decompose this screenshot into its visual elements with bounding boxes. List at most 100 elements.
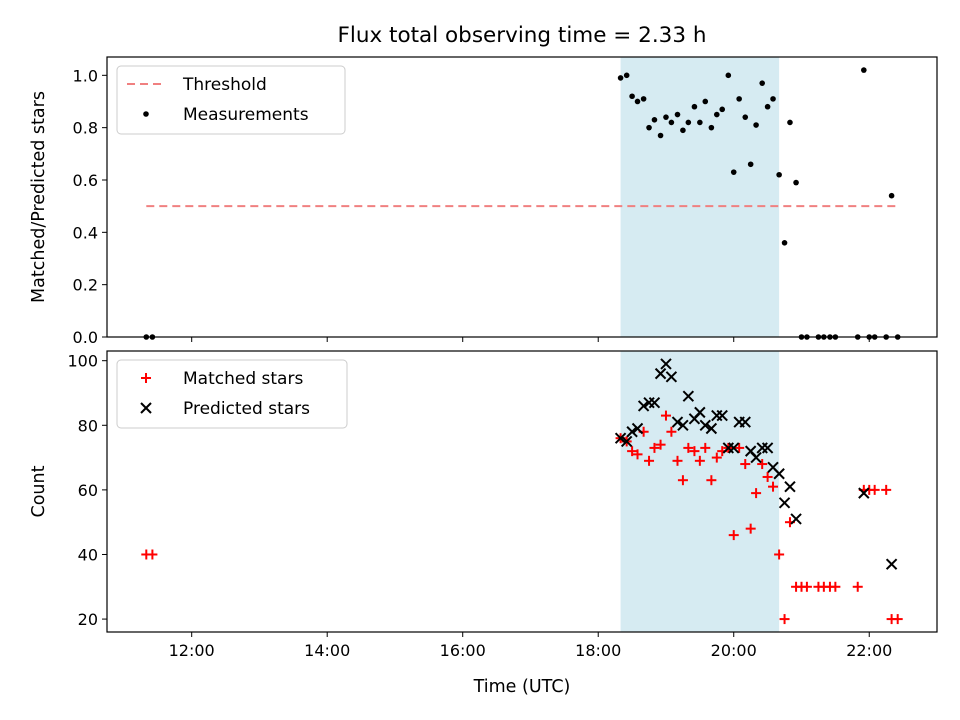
panel0-y-tick-label: 0.2 <box>73 276 98 295</box>
panel1-legend-swatch <box>141 373 151 383</box>
panel1-matched-stars-point <box>672 455 683 466</box>
panel1-matched-stars-point <box>830 581 841 592</box>
panel1-legend-label: Predicted stars <box>183 399 310 419</box>
panel1-matched-stars-point <box>801 581 812 592</box>
panel1-matched-stars-point <box>774 549 785 560</box>
panel0-measurements-point <box>646 124 652 131</box>
panel1-predicted-stars-point <box>761 442 774 454</box>
x-axis-label: Time (UTC) <box>473 677 571 697</box>
panel1-y-tick-label: 100 <box>67 352 98 371</box>
panel1-matched-stars-point <box>700 442 711 453</box>
panel0-measurements-point <box>697 119 703 126</box>
panel1-matched-stars-point <box>655 439 666 450</box>
panel1-legend-box <box>116 359 348 429</box>
panel1-predicted-stars-point <box>699 419 711 431</box>
panel0-measurements-point <box>776 171 782 178</box>
panel0-y-tick-label: 0.8 <box>73 119 98 138</box>
panel1-matched-stars-point <box>728 530 739 541</box>
panel1-matched-stars-point <box>711 452 722 463</box>
panel1-matched-stars-point <box>632 449 643 460</box>
panel1-matched-stars-point <box>666 426 677 437</box>
panel0-measurements-point <box>674 111 681 118</box>
panel0-measurements-point <box>787 119 793 126</box>
panel1-matched-stars-point <box>627 446 638 457</box>
panel1-matched-stars-point <box>649 442 660 453</box>
panel1-y-tick-label: 20 <box>78 610 98 629</box>
panel1-predicted-stars-point <box>682 390 695 402</box>
panel1-matched-stars-point <box>779 614 790 625</box>
panel0-measurements-point <box>617 75 624 81</box>
x-tick-label: 14:00 <box>304 641 350 660</box>
panel-ratio: 0.0 0.2 0.4 0.6 0.8 1.0 Matched/Predicted star… <box>29 56 938 347</box>
panel0-measurements-point <box>719 106 726 113</box>
panel1-predicted-stars-point <box>614 432 627 444</box>
panel0-measurements-point <box>888 192 895 199</box>
panel0-measurements-point <box>657 132 664 139</box>
x-tick-label: 12:00 <box>169 641 215 660</box>
panel1-predicted-stars-point <box>631 422 644 435</box>
panel0-measurements-point <box>713 111 720 118</box>
panel1-matched-stars-point <box>677 475 688 486</box>
panel0-y-tick-label: 0.4 <box>73 223 98 242</box>
panel0-measurements-point <box>685 119 692 126</box>
panel-count: 20 40 60 80 100 12:00 14:00 16:00 18:00 20:00 22:0… <box>29 350 938 660</box>
panel1-predicted-stars-point <box>790 513 802 525</box>
panel0-measurements-point <box>753 122 759 128</box>
panel1-matched-stars-point <box>757 459 768 470</box>
panel1-predicted-stars-point <box>750 451 762 464</box>
panel1-predicted-stars-point <box>694 406 706 419</box>
panel1-matched-stars-point <box>644 455 655 466</box>
panel0-y-tick-label: 0.6 <box>73 171 98 190</box>
panel0-measurements-point <box>634 98 641 105</box>
panel1-legend-label: Matched stars <box>183 369 303 389</box>
panel1-predicted-stars-point <box>858 487 870 499</box>
panel1-matched-stars-point <box>881 484 892 495</box>
panel1-y-tick-label: 60 <box>78 481 98 500</box>
panel1-legend-swatch <box>140 402 152 414</box>
panel1-axes-frame <box>106 350 938 633</box>
panel0-y-axis-label: Matched/Predicted stars <box>29 91 49 303</box>
panel0-measurements-point <box>668 119 675 126</box>
x-tick-label: 16:00 <box>440 641 486 660</box>
panel1-legend: Matched stars Predicted stars <box>116 359 348 429</box>
panel0-measurements-point <box>861 67 867 73</box>
panel0-y-tick-label: 0.0 <box>73 328 98 347</box>
panel0-observing-span <box>620 57 780 337</box>
panel0-measurements-point <box>730 169 737 175</box>
panel0-measurements-point <box>736 96 742 102</box>
panel1-predicted-stars-point <box>626 426 638 438</box>
panel0-legend-label: Threshold <box>182 75 267 95</box>
panel1-predicted-stars-point <box>620 435 633 448</box>
panel0-measurements-point <box>725 72 732 79</box>
panel1-predicted-stars-point <box>648 396 661 409</box>
panel1-predicted-stars-point <box>671 416 684 428</box>
panel1-y-tick-label: 40 <box>78 545 98 564</box>
panel1-y-axis-label: Count <box>29 465 49 517</box>
panel0-measurements-point <box>629 93 635 100</box>
panel0-legend-label: Measurements <box>183 105 309 125</box>
panel0-measurements-point <box>747 161 754 168</box>
panel0-measurements-point <box>702 98 709 105</box>
panel0-measurements-point <box>793 179 799 186</box>
panel0-measurements-point <box>663 114 669 120</box>
panel0-legend-swatch <box>143 111 149 117</box>
panel1-predicted-stars-point <box>665 371 678 383</box>
panel1-matched-stars-point <box>740 459 751 470</box>
x-tick-label: 20:00 <box>711 641 757 660</box>
x-tick-label: 22:00 <box>846 641 892 660</box>
panel1-predicted-stars-point <box>773 468 785 480</box>
panel1-predicted-stars-point <box>784 480 796 493</box>
panel0-measurements-point <box>680 127 686 134</box>
panel0-measurements-point <box>742 114 749 120</box>
panel1-matched-stars-point <box>706 475 717 486</box>
panel1-predicted-stars-point <box>677 419 689 431</box>
panel0-measurements-point <box>651 117 658 123</box>
panel1-predicted-stars-point <box>705 422 718 435</box>
panel1-matched-stars-point <box>147 549 158 560</box>
panel1-matched-stars-point <box>762 471 773 482</box>
panel1-predicted-stars-point <box>778 497 791 509</box>
panel1-matched-stars-point <box>734 442 745 453</box>
panel1-predicted-stars-point <box>885 558 898 570</box>
panel1-predicted-stars-point <box>637 400 650 412</box>
